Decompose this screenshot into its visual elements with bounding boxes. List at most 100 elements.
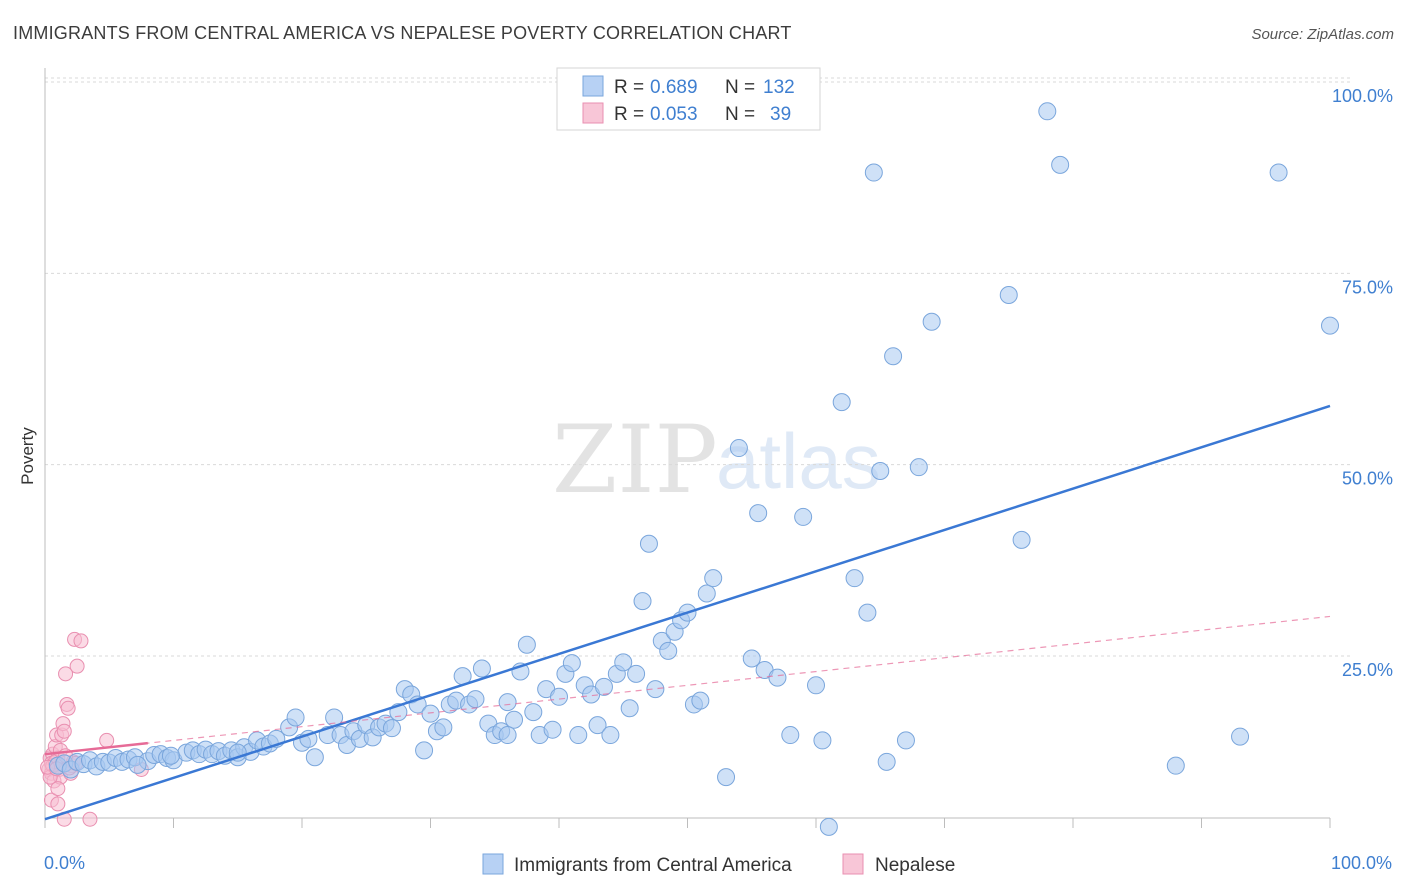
point-central-america (639, 534, 658, 553)
point-central-america (505, 710, 524, 729)
legend-blue-r-label: R = (614, 77, 644, 98)
legend-blue-swatch (582, 75, 604, 97)
point-central-america (896, 731, 915, 750)
point-central-america (884, 347, 903, 366)
legend-blue-n-value: 132 (763, 77, 795, 98)
x-tick-label-min: 0.0% (44, 853, 85, 873)
watermark-zip: ZIP (552, 406, 718, 515)
legend-pink-r-value: 0.053 (650, 104, 698, 125)
point-central-america (768, 668, 787, 687)
point-central-america (588, 716, 607, 735)
point-central-america (999, 285, 1018, 304)
series-central-america (48, 102, 1339, 836)
point-central-america (691, 691, 710, 710)
point-central-america (1051, 155, 1070, 174)
point-nepalese (50, 796, 66, 812)
point-central-america (845, 569, 864, 588)
series-nepalese (40, 631, 149, 827)
point-central-america (909, 458, 928, 477)
chart-title: IMMIGRANTS FROM CENTRAL AMERICA VS NEPAL… (13, 23, 792, 43)
point-central-america (550, 687, 568, 706)
point-central-america (1231, 727, 1250, 746)
trend-line-nepalese-dashed (44, 615, 1331, 755)
point-central-america (871, 462, 890, 481)
point-central-america (717, 768, 736, 787)
point-central-america (877, 752, 896, 771)
point-central-america (562, 654, 581, 673)
legend-pink-n-label: N = (725, 104, 755, 125)
x-ticks (44, 818, 1331, 828)
y-tick-label: 50.0% (1342, 469, 1393, 489)
point-nepalese (69, 658, 85, 674)
point-central-america (858, 603, 877, 622)
point-central-america (813, 731, 832, 750)
point-central-america (286, 708, 305, 727)
point-central-america (807, 676, 825, 695)
legend-blue-r-value: 0.689 (650, 77, 698, 98)
x-tick-label-max: 100.0% (1331, 853, 1392, 873)
point-central-america (614, 653, 633, 672)
point-nepalese (82, 811, 98, 827)
point-central-america (794, 507, 813, 526)
point-central-america (415, 741, 434, 760)
point-central-america (1012, 530, 1031, 549)
point-central-america (742, 649, 761, 668)
point-central-america (524, 703, 543, 722)
point-central-america (1321, 316, 1339, 335)
point-nepalese (99, 732, 115, 748)
point-central-america (781, 726, 800, 745)
point-central-america (382, 719, 401, 738)
point-central-america (161, 746, 180, 765)
legend-series: Immigrants from Central America Nepalese (482, 853, 955, 876)
legend-series-blue-label: Immigrants from Central America (514, 855, 792, 876)
trend-line-central-america (44, 404, 1331, 821)
point-central-america (819, 817, 838, 836)
point-nepalese (50, 781, 66, 797)
point-central-america (697, 584, 716, 603)
y-tick-label: 25.0% (1342, 660, 1393, 680)
point-central-america (729, 439, 748, 458)
y-tick-label: 100.0% (1332, 86, 1393, 106)
point-central-america (620, 699, 639, 718)
y-tick-labels: 25.0% 50.0% 75.0% 100.0% (1332, 86, 1393, 680)
legend-pink-n-value: 39 (770, 104, 791, 125)
point-central-america (704, 569, 723, 588)
y-tick-label: 75.0% (1342, 277, 1393, 297)
trend-lines (44, 404, 1331, 821)
y-axis-label: Poverty (18, 427, 37, 485)
point-nepalese (56, 723, 72, 739)
grid (45, 77, 1350, 657)
point-central-america (421, 704, 440, 723)
point-central-america (305, 748, 324, 767)
point-central-america (594, 677, 613, 696)
point-central-america (832, 393, 851, 412)
point-central-america (922, 312, 941, 331)
point-central-america (1166, 756, 1185, 775)
point-central-america (543, 720, 562, 739)
legend-series-pink-swatch (842, 853, 864, 875)
legend-series-pink-label: Nepalese (875, 855, 955, 876)
point-central-america (659, 641, 678, 660)
chart-source: Source: ZipAtlas.com (1251, 26, 1394, 43)
point-central-america (1038, 102, 1057, 121)
point-central-america (466, 690, 485, 709)
legend-blue-n-label: N = (725, 77, 755, 98)
point-central-america (517, 635, 536, 654)
point-central-america (434, 718, 453, 737)
point-central-america (864, 163, 883, 182)
point-central-america (472, 659, 491, 678)
point-central-america (601, 726, 620, 745)
point-central-america (569, 726, 588, 745)
point-central-america (627, 664, 646, 683)
point-nepalese (73, 633, 89, 649)
point-central-america (498, 726, 517, 745)
legend-stats: R = 0.689 N = 132 R = 0.053 N = 39 (556, 67, 821, 131)
point-central-america (498, 693, 517, 712)
point-nepalese (58, 666, 74, 682)
legend-series-blue-swatch (482, 853, 504, 875)
point-central-america (633, 592, 652, 611)
point-central-america (128, 755, 147, 774)
legend-pink-swatch (582, 102, 604, 124)
point-nepalese (60, 700, 76, 716)
